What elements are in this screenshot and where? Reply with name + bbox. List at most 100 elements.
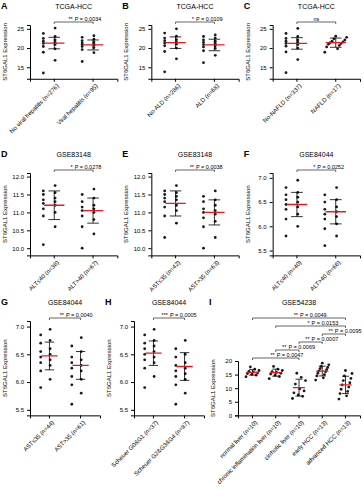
marks bbox=[42, 184, 103, 249]
point bbox=[81, 48, 84, 51]
tick-mark bbox=[27, 230, 30, 231]
x-tick: ALT>40 (n=67) bbox=[66, 255, 98, 292]
point bbox=[163, 197, 166, 200]
tick-label: cirrhotic liver (n=10) bbox=[263, 419, 305, 461]
point bbox=[350, 377, 353, 380]
error-cap bbox=[209, 224, 221, 225]
point bbox=[42, 45, 45, 48]
point bbox=[314, 379, 317, 382]
error-cap bbox=[170, 36, 182, 37]
y-tick: 25 bbox=[260, 26, 273, 32]
y-tick: 7.0 bbox=[16, 324, 30, 330]
point bbox=[348, 381, 351, 384]
point bbox=[335, 186, 338, 189]
point bbox=[70, 356, 73, 359]
error-cap bbox=[249, 375, 256, 376]
mean-line bbox=[44, 42, 64, 43]
marks bbox=[163, 27, 224, 73]
point bbox=[304, 379, 307, 382]
y-tick: 5.5 bbox=[120, 407, 134, 413]
tick-label: AST>35 (n=61) bbox=[53, 419, 86, 452]
marks bbox=[285, 179, 346, 247]
point bbox=[54, 59, 57, 62]
point bbox=[163, 44, 166, 47]
y-tick: 10.5 bbox=[134, 228, 152, 234]
x-axis: ALT≤40 (n=40)ALT>40 (n=66) bbox=[270, 255, 360, 292]
point bbox=[323, 208, 326, 211]
axis-line bbox=[235, 362, 239, 416]
point bbox=[81, 247, 84, 250]
point bbox=[163, 193, 166, 196]
y-tick: 15 bbox=[139, 65, 152, 71]
marks bbox=[285, 27, 348, 74]
point bbox=[321, 362, 324, 365]
y-tick: 10.0 bbox=[134, 246, 152, 252]
tick-mark bbox=[27, 354, 30, 355]
point bbox=[39, 361, 42, 364]
point bbox=[344, 369, 347, 372]
x-tick: ALD (n=68) bbox=[194, 79, 220, 109]
axis-line bbox=[239, 416, 361, 419]
tick-label: No viral hepatitis (n=276) bbox=[9, 83, 61, 135]
bracket bbox=[49, 318, 80, 320]
p-value: P = 0.0047 bbox=[277, 352, 304, 358]
y-tick: 6.5 bbox=[16, 352, 30, 358]
y-tick: 20 bbox=[139, 45, 152, 51]
tick-label: ALD (n=68) bbox=[194, 83, 220, 109]
point bbox=[296, 225, 299, 228]
panel: CTCGA-HCCST6GAL1 Expression152025No-NAFL… bbox=[244, 1, 361, 124]
error-cap bbox=[149, 365, 158, 366]
tick-label: 6.5 bbox=[120, 352, 129, 358]
tick-mark bbox=[275, 415, 276, 418]
error-cap bbox=[291, 192, 303, 193]
significance: * bbox=[71, 164, 74, 170]
mean-line bbox=[246, 372, 258, 373]
bracket bbox=[54, 170, 93, 172]
point bbox=[285, 37, 288, 40]
tick-mark bbox=[270, 202, 273, 203]
marks bbox=[143, 328, 192, 406]
tick-label: 11.0 bbox=[13, 210, 25, 216]
point bbox=[143, 386, 146, 389]
y-tick: 11.0 bbox=[13, 210, 30, 216]
marks bbox=[163, 184, 224, 249]
point bbox=[39, 386, 42, 389]
tick-label: 20 bbox=[260, 45, 267, 51]
point bbox=[351, 372, 354, 375]
axis-line bbox=[152, 79, 239, 82]
point bbox=[202, 247, 205, 250]
point bbox=[202, 225, 205, 228]
tick-label: 15 bbox=[225, 372, 232, 378]
axis-line bbox=[270, 26, 274, 80]
title: TCGA-HCC bbox=[177, 3, 214, 10]
point bbox=[54, 184, 57, 187]
mean-line bbox=[204, 212, 224, 213]
point bbox=[175, 184, 178, 187]
mean-line bbox=[165, 42, 185, 43]
panel-label: D bbox=[1, 149, 8, 159]
point bbox=[335, 235, 338, 238]
tick-label: 25 bbox=[139, 26, 146, 32]
panel-label: G bbox=[1, 297, 8, 307]
y-axis-title: ST6GAL1 Expression bbox=[106, 339, 112, 397]
y-tick: 7.0 bbox=[258, 175, 272, 181]
significance: ** bbox=[329, 328, 334, 334]
point bbox=[202, 207, 205, 210]
tick-mark bbox=[270, 48, 273, 49]
tick-mark bbox=[27, 194, 30, 195]
tick-mark bbox=[49, 415, 50, 418]
y-tick: 15 bbox=[17, 65, 30, 71]
title: TCGA-HCC bbox=[55, 3, 92, 10]
x-axis: No viral hepatitis (n=276)Viral hepatiti… bbox=[9, 79, 118, 135]
axis-line bbox=[273, 256, 360, 259]
y-axis: 05101520 bbox=[225, 358, 238, 418]
y-tick: 15 bbox=[260, 65, 273, 71]
point bbox=[143, 347, 146, 350]
significance: ** bbox=[60, 312, 65, 318]
point bbox=[93, 188, 96, 191]
point bbox=[174, 356, 177, 359]
x-axis: AST≤35 (n=42)AST>35 (n=63) bbox=[148, 255, 239, 292]
point bbox=[42, 207, 45, 210]
x-tick: Scheuer G2&G3&G4 (n=87) bbox=[133, 415, 190, 477]
panel-label: A bbox=[1, 1, 8, 11]
